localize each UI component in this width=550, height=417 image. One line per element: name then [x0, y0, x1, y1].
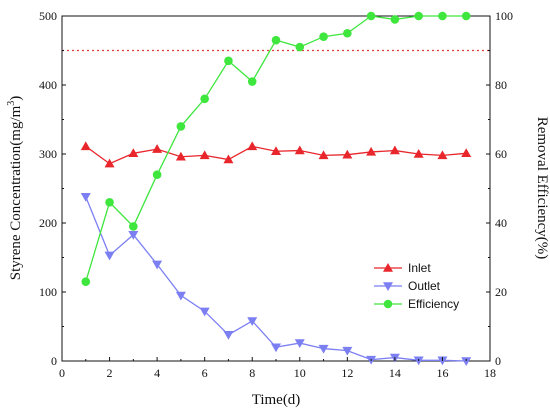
inlet-point [223, 154, 234, 164]
x-tick-label: 8 [249, 366, 255, 380]
efficiency-point [176, 122, 186, 131]
inlet-point [175, 151, 186, 161]
outlet-point [247, 317, 258, 326]
y-axis-left-title-main: Styrene Concentration(mg/m [8, 105, 24, 280]
inlet-point [271, 146, 281, 155]
y-right-tick-label: 100 [495, 9, 513, 23]
y-axis-right-title: Removal Efficiency(%) [534, 117, 550, 260]
efficiency-point [461, 11, 471, 21]
outlet-point [104, 251, 115, 261]
efficiency-point [81, 277, 91, 286]
legend-outlet-marker [383, 282, 393, 291]
efficiency-point [295, 42, 305, 52]
efficiency-point [343, 28, 352, 38]
inlet-point [80, 141, 91, 151]
efficiency-point [152, 170, 162, 179]
inlet-point [437, 150, 448, 160]
efficiency-point [247, 77, 257, 86]
x-tick-label: 6 [202, 366, 208, 380]
outlet-point [80, 193, 91, 202]
outlet-point [223, 331, 234, 340]
efficiency-point [438, 11, 447, 21]
inlet-point [461, 148, 472, 158]
y-left-tick-label: 200 [39, 216, 57, 230]
y-left-tick-label: 400 [39, 78, 57, 92]
outlet-point [175, 291, 186, 301]
x-tick-label: 2 [107, 366, 113, 380]
inlet-point [413, 149, 424, 158]
outlet-point [318, 344, 329, 354]
x-tick-label: 12 [341, 366, 353, 380]
legend-inlet-marker [383, 263, 393, 272]
outlet-point [271, 343, 281, 353]
efficiency-point [200, 94, 209, 104]
inlet-point [342, 149, 353, 159]
outlet-point [199, 307, 210, 317]
inlet-point [152, 144, 163, 153]
y-right-tick-label: 80 [495, 78, 507, 92]
outlet-point [152, 260, 163, 270]
inlet-point [128, 148, 139, 158]
outlet-point [342, 346, 353, 356]
efficiency-point [366, 11, 376, 21]
legend-efficiency-marker [383, 299, 393, 309]
y-left-tick-label: 500 [39, 9, 57, 23]
inlet-point [199, 150, 210, 160]
legend-inlet-label: Inlet [408, 261, 431, 275]
legend: Inlet Outlet Efficiency [374, 261, 459, 311]
x-tick-label: 16 [436, 366, 448, 380]
inlet-point [366, 146, 377, 156]
legend-outlet-label: Outlet [408, 279, 441, 293]
y-left-tick-label: 300 [39, 147, 57, 161]
x-tick-label: 4 [154, 366, 160, 380]
y-right-tick-label: 40 [495, 216, 507, 230]
y-axis-left-title: Styrene Concentration(mg/m3) [6, 96, 24, 281]
outlet-point [461, 357, 472, 366]
efficiency-point [224, 56, 233, 66]
inlet-point [389, 145, 400, 155]
efficiency-point [105, 198, 114, 207]
x-tick-label: 0 [59, 366, 65, 380]
efficiency-point [129, 222, 138, 231]
outlet-point [294, 339, 305, 349]
x-tick-label: 18 [484, 366, 496, 380]
legend-efficiency-label: Efficiency [408, 297, 459, 311]
inlet-point [318, 150, 329, 160]
inlet-point [294, 145, 305, 155]
y-axis-left-title-sup: 3 [6, 101, 17, 106]
y-right-tick-label: 20 [495, 285, 507, 299]
efficiency-point [390, 15, 400, 24]
y-right-tick-label: 60 [495, 147, 507, 161]
inlet-point [247, 141, 258, 151]
outlet-point [128, 230, 139, 240]
y-right-tick-label: 0 [495, 354, 501, 368]
x-axis-title: Time(d) [252, 392, 301, 408]
x-tick-label: 14 [389, 366, 401, 380]
inlet-point [104, 158, 115, 168]
efficiency-point [319, 32, 328, 41]
efficiency-point [271, 35, 281, 45]
x-tick-label: 10 [294, 366, 306, 380]
y-left-tick-label: 0 [51, 354, 57, 368]
y-left-tick-label: 100 [39, 285, 57, 299]
y-axis-left-title-end: ) [8, 96, 24, 101]
efficiency-point [414, 11, 423, 21]
